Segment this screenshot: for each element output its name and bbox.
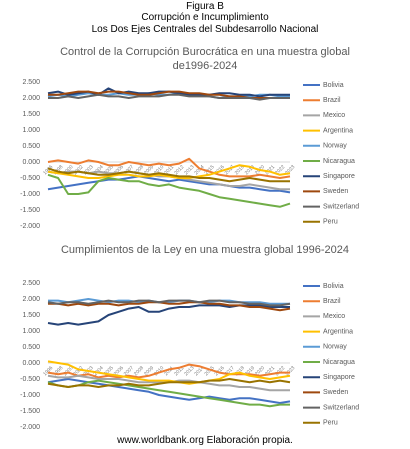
y-tick-label: 2.500 <box>22 79 40 86</box>
series-line <box>48 93 290 101</box>
legend-label: Singapore <box>323 374 355 381</box>
legend-label: Sweden <box>323 389 348 396</box>
y-tick-label: -0.500 <box>20 376 40 383</box>
legend-label: Bolivia <box>323 283 344 290</box>
legend-label: Norway <box>323 344 347 351</box>
legend-label: Switzerland <box>323 203 359 210</box>
y-tick-label: 0.000 <box>22 360 40 367</box>
footer: www.worldbank.org Elaboración propia. <box>117 435 293 446</box>
legend-label: Norway <box>323 143 347 150</box>
series-line <box>47 299 291 307</box>
series-line <box>47 157 291 179</box>
y-tick-label: -1.500 <box>20 408 40 415</box>
y-tick-label: -2.000 <box>20 424 40 431</box>
legend-label: Switzerland <box>323 404 359 411</box>
x-tick-label: 2018 <box>234 365 246 377</box>
legend-label: Nicaragua <box>323 158 355 165</box>
series-line <box>47 175 291 194</box>
series-line <box>48 301 291 312</box>
series-line <box>47 378 291 388</box>
x-tick-label: 1998 <box>52 365 64 377</box>
legend-label: Nicaragua <box>323 359 355 366</box>
series-line <box>47 363 290 379</box>
figure-label: Figura B <box>186 1 224 12</box>
chart-title: Control de la Corrupción Burocrática en … <box>60 46 350 72</box>
y-tick-label: 1.500 <box>22 111 40 118</box>
legend-label: Bolivia <box>323 82 344 89</box>
legend-label: Sweden <box>323 188 348 195</box>
legend-label: Brazil <box>323 97 341 104</box>
y-tick-label: -2.000 <box>20 223 40 230</box>
legend-label: Argentina <box>323 127 353 134</box>
legend-label: Mexico <box>323 112 345 119</box>
x-tick-label: 2013 <box>183 164 195 176</box>
y-tick-label: 2.000 <box>22 95 40 102</box>
y-tick-label: 1.000 <box>22 328 40 335</box>
y-tick-label: -1.000 <box>20 392 40 399</box>
y-tick-label: 2.000 <box>22 296 40 303</box>
series-line <box>47 360 291 385</box>
legend-label: Peru <box>323 219 338 226</box>
series-line <box>47 164 291 179</box>
series-line <box>47 379 290 408</box>
chart-title: Cumplimientos de la Ley en una muestra g… <box>60 244 349 256</box>
legend-label: Brazil <box>323 298 341 305</box>
legend-label: Singapore <box>323 173 355 180</box>
y-tick-label: 1.000 <box>22 127 40 134</box>
y-tick-label: -0.500 <box>20 175 40 182</box>
x-tick-label: 2002 <box>72 164 84 176</box>
legend-label: Mexico <box>323 313 345 320</box>
y-tick-label: -1.500 <box>20 207 40 214</box>
y-tick-label: 0.500 <box>22 143 40 150</box>
figure-subtitle: Los Dos Ejes Centrales del Subdesarrollo… <box>91 24 319 35</box>
series-line <box>47 167 290 183</box>
x-tick-label: 2012 <box>173 164 185 176</box>
series-line <box>48 298 290 305</box>
figure-title: Corrupción e Incumplimiento <box>141 12 269 23</box>
y-tick-label: 0.000 <box>22 159 40 166</box>
x-tick-label: 2008 <box>133 365 145 377</box>
series-line <box>47 304 290 326</box>
y-tick-label: -1.000 <box>20 191 40 198</box>
y-tick-label: 0.500 <box>22 344 40 351</box>
y-tick-label: 1.500 <box>22 312 40 319</box>
legend-label: Peru <box>323 420 338 427</box>
legend-label: Argentina <box>323 328 353 335</box>
series-line <box>47 173 291 208</box>
x-tick-label: 2022 <box>274 365 286 377</box>
y-tick-label: 2.500 <box>22 280 40 287</box>
